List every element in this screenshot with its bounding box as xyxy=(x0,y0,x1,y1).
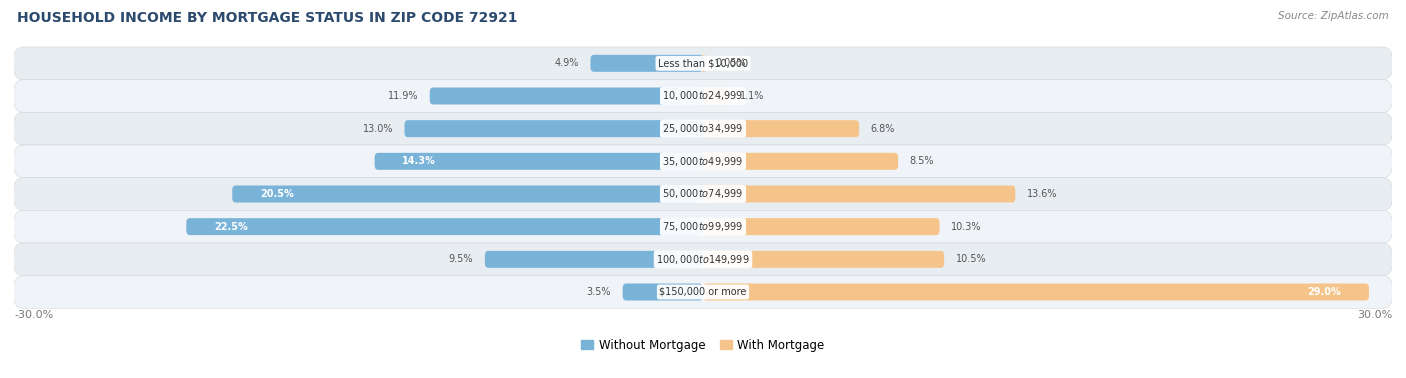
Text: $50,000 to $74,999: $50,000 to $74,999 xyxy=(662,187,744,200)
Text: 9.5%: 9.5% xyxy=(449,254,474,264)
FancyBboxPatch shape xyxy=(703,251,945,268)
FancyBboxPatch shape xyxy=(623,284,703,301)
FancyBboxPatch shape xyxy=(485,251,703,268)
Text: HOUSEHOLD INCOME BY MORTGAGE STATUS IN ZIP CODE 72921: HOUSEHOLD INCOME BY MORTGAGE STATUS IN Z… xyxy=(17,11,517,25)
Text: 14.3%: 14.3% xyxy=(402,156,436,166)
FancyBboxPatch shape xyxy=(14,243,1392,276)
Text: Less than $10,000: Less than $10,000 xyxy=(658,58,748,68)
Text: Source: ZipAtlas.com: Source: ZipAtlas.com xyxy=(1278,11,1389,21)
FancyBboxPatch shape xyxy=(14,210,1392,243)
FancyBboxPatch shape xyxy=(14,112,1392,145)
Text: 3.5%: 3.5% xyxy=(586,287,612,297)
Text: 4.9%: 4.9% xyxy=(554,58,579,68)
FancyBboxPatch shape xyxy=(186,218,703,235)
Text: 13.0%: 13.0% xyxy=(363,124,392,134)
FancyBboxPatch shape xyxy=(703,87,728,104)
Text: 13.6%: 13.6% xyxy=(1026,189,1057,199)
Text: 10.5%: 10.5% xyxy=(956,254,986,264)
Text: 22.5%: 22.5% xyxy=(214,222,247,232)
Text: 29.0%: 29.0% xyxy=(1308,287,1341,297)
Text: 20.5%: 20.5% xyxy=(260,189,294,199)
FancyBboxPatch shape xyxy=(703,120,859,137)
Text: 0.05%: 0.05% xyxy=(716,58,747,68)
Text: 30.0%: 30.0% xyxy=(1357,310,1392,320)
Text: 11.9%: 11.9% xyxy=(388,91,418,101)
Text: 6.8%: 6.8% xyxy=(870,124,896,134)
FancyBboxPatch shape xyxy=(14,145,1392,178)
FancyBboxPatch shape xyxy=(405,120,703,137)
FancyBboxPatch shape xyxy=(703,284,1369,301)
FancyBboxPatch shape xyxy=(232,186,703,203)
Text: $25,000 to $34,999: $25,000 to $34,999 xyxy=(662,122,744,135)
FancyBboxPatch shape xyxy=(703,218,939,235)
Text: 1.1%: 1.1% xyxy=(740,91,763,101)
FancyBboxPatch shape xyxy=(14,47,1392,80)
FancyBboxPatch shape xyxy=(14,178,1392,210)
FancyBboxPatch shape xyxy=(591,55,703,72)
Text: $150,000 or more: $150,000 or more xyxy=(659,287,747,297)
FancyBboxPatch shape xyxy=(14,80,1392,112)
Text: $35,000 to $49,999: $35,000 to $49,999 xyxy=(662,155,744,168)
FancyBboxPatch shape xyxy=(14,276,1392,308)
Text: $100,000 to $149,999: $100,000 to $149,999 xyxy=(657,253,749,266)
Legend: Without Mortgage, With Mortgage: Without Mortgage, With Mortgage xyxy=(581,339,825,352)
FancyBboxPatch shape xyxy=(700,55,706,72)
FancyBboxPatch shape xyxy=(430,87,703,104)
Text: $75,000 to $99,999: $75,000 to $99,999 xyxy=(662,220,744,233)
Text: 8.5%: 8.5% xyxy=(910,156,934,166)
Text: $10,000 to $24,999: $10,000 to $24,999 xyxy=(662,90,744,102)
FancyBboxPatch shape xyxy=(703,153,898,170)
Text: -30.0%: -30.0% xyxy=(14,310,53,320)
FancyBboxPatch shape xyxy=(703,186,1015,203)
FancyBboxPatch shape xyxy=(374,153,703,170)
Text: 10.3%: 10.3% xyxy=(950,222,981,232)
